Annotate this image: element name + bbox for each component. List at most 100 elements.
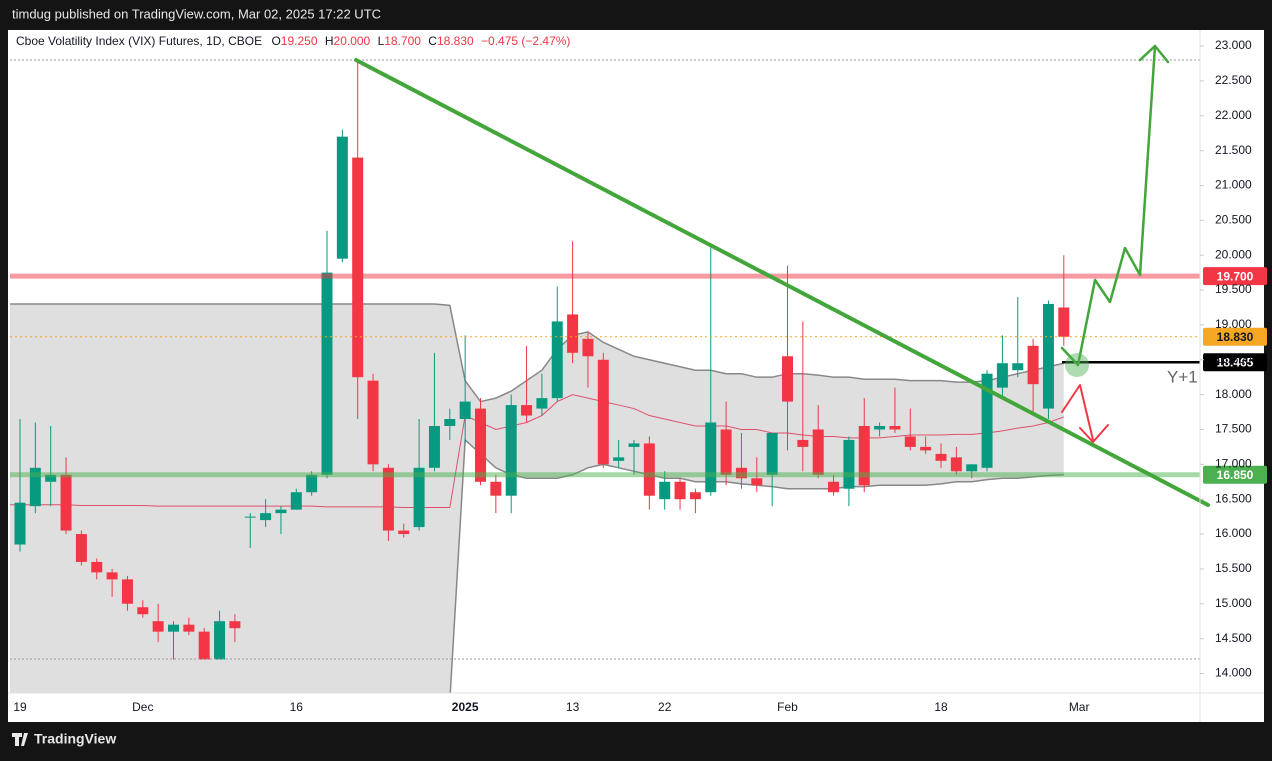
x-tick-label: Feb xyxy=(777,700,798,714)
candle-body xyxy=(428,425,440,468)
price-tag-label: 18.830 xyxy=(1217,330,1254,344)
band-upper xyxy=(10,303,1064,403)
change: −0.475 (−2.47%) xyxy=(481,34,570,48)
symbol-title: Cboe Volatility Index (VIX) Futures, 1D,… xyxy=(16,34,262,48)
candle-body xyxy=(214,621,226,660)
candle-body xyxy=(597,359,609,465)
candle-body xyxy=(275,509,287,514)
y-tick-label: 21.000 xyxy=(1215,178,1252,192)
forecast-arrow-up xyxy=(1060,44,1157,367)
header-line: Cboe Volatility Index (VIX) Futures, 1D,… xyxy=(16,34,570,48)
candle-body xyxy=(244,516,256,518)
c-value: 18.830 xyxy=(437,34,474,48)
y-tick-label: 21.500 xyxy=(1215,143,1252,157)
ohlc-header: Cboe Volatility Index (VIX) Futures, 1D,… xyxy=(16,34,570,48)
candle-body xyxy=(444,419,456,426)
y-tick-label: 23.000 xyxy=(1215,38,1252,52)
h-value: 20.000 xyxy=(334,34,371,48)
arrow-head xyxy=(1138,44,1170,64)
annotation: Y+1 xyxy=(1167,367,1198,386)
arrow-head xyxy=(1079,424,1109,443)
candle-body xyxy=(828,481,840,493)
y-tick-label: 16.000 xyxy=(1215,526,1252,540)
candle-body xyxy=(904,436,916,447)
candle-body xyxy=(229,621,241,629)
y-tick-label: 22.000 xyxy=(1215,108,1252,122)
candle-body xyxy=(705,422,717,493)
candle-body xyxy=(413,467,425,528)
candle-body xyxy=(812,429,824,475)
candles-layer xyxy=(14,59,1070,660)
price-tag xyxy=(1203,267,1267,286)
candle-body xyxy=(874,425,886,430)
candle-body xyxy=(843,439,855,489)
candle-body xyxy=(751,478,763,486)
candle-body xyxy=(459,401,471,420)
y-tick-label: 18.500 xyxy=(1215,352,1252,366)
y-tick-label: 20.500 xyxy=(1215,212,1252,226)
candle-body xyxy=(1012,363,1024,371)
o-value: 19.250 xyxy=(281,34,318,48)
y-tick-label: 15.000 xyxy=(1215,596,1252,610)
candle-body xyxy=(659,481,671,500)
candle-body xyxy=(582,338,594,357)
candle-body xyxy=(475,408,486,482)
price-tag-label: 19.700 xyxy=(1217,269,1254,283)
band-lower xyxy=(449,438,1064,693)
y-tick-label: 14.500 xyxy=(1215,631,1252,645)
price-tag xyxy=(1203,353,1267,372)
candle-body xyxy=(14,502,26,545)
candle-body xyxy=(782,356,793,402)
drawings xyxy=(354,44,1210,507)
price-lines-layer: 19.700 18.830 18.465 16.850 xyxy=(10,267,1267,484)
y-tick-label: 16.500 xyxy=(1215,491,1252,505)
candle-body xyxy=(1058,307,1070,337)
candle-body xyxy=(321,272,333,475)
candle-body xyxy=(106,572,118,580)
y-tick-label: 18.000 xyxy=(1215,387,1252,401)
candle-body xyxy=(935,453,947,461)
o-label: O xyxy=(271,34,280,48)
x-tick-label: 16 xyxy=(290,700,304,714)
candle-body xyxy=(613,457,625,461)
y-tick-label: 20.000 xyxy=(1215,247,1252,261)
x-tick-label: 22 xyxy=(658,700,672,714)
candle-body xyxy=(29,467,41,507)
price-tag xyxy=(1203,465,1267,484)
candle-body xyxy=(45,474,57,482)
candle-body xyxy=(521,405,533,416)
candle-body xyxy=(981,373,993,468)
y-tick-label: 14.000 xyxy=(1215,666,1252,680)
candle-body xyxy=(290,492,302,510)
candle-body xyxy=(336,136,348,259)
candle-body xyxy=(920,446,932,451)
price-tag-label: 18.465 xyxy=(1217,355,1254,369)
footer-logo: TradingView xyxy=(12,731,116,747)
candle-body xyxy=(60,474,72,531)
publisher-header: timdug published on TradingView.com, Mar… xyxy=(12,6,381,21)
x-tick-label: Mar xyxy=(1069,700,1090,714)
candle-body xyxy=(382,467,394,531)
candle-body xyxy=(536,398,548,409)
candle-body xyxy=(766,432,778,475)
y-tick-label: 15.500 xyxy=(1215,561,1252,575)
candle-body xyxy=(505,405,517,496)
candle-body xyxy=(551,321,563,399)
candle-body xyxy=(889,425,901,430)
candle-body xyxy=(398,530,410,535)
trend-line xyxy=(354,58,1210,507)
candle-body xyxy=(1042,303,1054,409)
candle-body xyxy=(628,443,640,447)
candle-body xyxy=(260,513,272,521)
y-tick-label: 19.000 xyxy=(1215,317,1252,331)
y-tick-label: 17.500 xyxy=(1215,422,1252,436)
forecast-arrow-down xyxy=(1061,384,1094,441)
candle-body xyxy=(797,439,809,447)
y-tick-label: 17.000 xyxy=(1215,457,1252,471)
x-tick-label: Dec xyxy=(132,700,153,714)
candle-body xyxy=(306,474,318,493)
candle-body xyxy=(367,380,379,465)
y-tick-label: 19.500 xyxy=(1215,282,1252,296)
price-tag xyxy=(1203,327,1267,346)
